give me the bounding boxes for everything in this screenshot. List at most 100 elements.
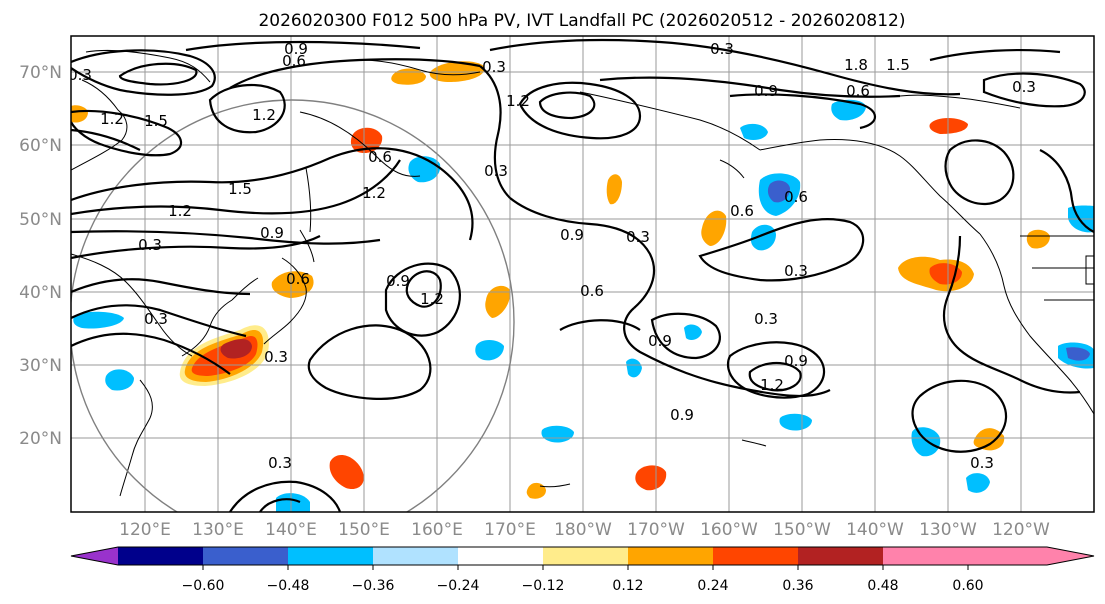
contour-label: 0.6 (282, 52, 306, 70)
lon-label: 160°E (411, 520, 463, 540)
colorbar-tick-label: −0.24 (437, 578, 480, 594)
colorbar-tick-label: 0.48 (867, 578, 898, 594)
contour-label: 0.9 (648, 332, 672, 350)
contour-label: 0.9 (670, 406, 694, 424)
contour-label: 0.3 (784, 262, 808, 280)
positive-anomaly-south-2 (635, 465, 667, 491)
colorbar-outline (70, 546, 1095, 566)
positive-anomaly-canada (1026, 229, 1050, 249)
colorbar-segment (288, 547, 373, 565)
colorbar-tick-label: 0.60 (952, 578, 983, 594)
lon-label: 150°E (338, 520, 390, 540)
contour-label: 0.9 (284, 40, 308, 58)
colorbar-segment (373, 547, 458, 565)
positive-anomaly-arctic (391, 68, 426, 85)
lon-label: 120°W (992, 520, 1050, 540)
negative-anomaly-11-core (1066, 347, 1090, 361)
contour-label: 0.6 (286, 270, 310, 288)
colorbar-segment (458, 547, 543, 565)
contour-label: 0.3 (754, 310, 778, 328)
contour-labels: 0.3 1.2 1.5 1.2 1.5 1.2 0.9 0.3 0.6 0.3 … (68, 40, 1036, 472)
contour-label: 1.2 (362, 184, 386, 202)
lon-label: 150°W (773, 520, 831, 540)
negative-anomaly-7 (831, 99, 866, 121)
contour-label: 0.6 (368, 148, 392, 166)
contour-label: 0.3 (268, 454, 292, 472)
contour-label: 0.9 (784, 352, 808, 370)
colorbar-extend-high (883, 547, 1094, 565)
focus-circle (71, 99, 515, 512)
positive-anomaly-south-1 (329, 455, 364, 490)
pv-contours (71, 38, 1094, 512)
contour-label: 1.2 (100, 110, 124, 128)
negative-anomaly-5-core (767, 180, 790, 203)
contour-label: 0.3 (264, 348, 288, 366)
colorbar-segment (118, 547, 203, 565)
lat-label: 70°N (19, 63, 62, 83)
contour-label: 0.6 (846, 82, 870, 100)
lon-label: 160°W (700, 520, 758, 540)
colorbar-tick-label: −0.36 (352, 578, 395, 594)
lon-label: 140°E (265, 520, 317, 540)
negative-anomaly-3 (73, 311, 124, 329)
negative-anomaly-2 (475, 340, 504, 361)
positive-anomaly-north-canada (929, 118, 968, 134)
lat-label: 40°N (19, 283, 62, 303)
negative-anomaly-16 (740, 123, 768, 140)
lon-label: 130°E (192, 520, 244, 540)
contour-label: 0.3 (970, 454, 994, 472)
contour-label: 0.3 (482, 58, 506, 76)
figure-title: 2026020300 F012 500 hPa PV, IVT Landfall… (258, 11, 905, 31)
negative-anomaly-14 (684, 324, 702, 340)
contour-label: 0.3 (144, 310, 168, 328)
positive-anomaly-west-edge (71, 105, 88, 123)
colorbar-tick-label: 0.36 (782, 578, 813, 594)
negative-anomaly-10 (911, 427, 941, 457)
colorbar-segment (628, 547, 713, 565)
positive-anomaly-okhotsk (350, 127, 383, 154)
colorbar-ticks (202, 565, 969, 570)
negative-anomaly-13 (276, 493, 310, 512)
lon-label: 170°E (484, 520, 536, 540)
negative-anomaly-9 (779, 413, 812, 431)
contour-label: 1.2 (506, 92, 530, 110)
contour-label: 1.5 (886, 56, 910, 74)
contour-label: 0.6 (784, 188, 808, 206)
colorbar-segment (543, 547, 628, 565)
lat-label: 20°N (19, 429, 62, 449)
colorbar-tick-label: −0.48 (267, 578, 310, 594)
contour-label: 1.2 (760, 376, 784, 394)
contour-label: 0.3 (68, 66, 92, 84)
positive-anomaly-japan (271, 271, 314, 298)
colorbar-tick-label: −0.12 (522, 578, 565, 594)
graticule (71, 36, 1094, 512)
colorbar: −0.60 −0.48 −0.36 −0.24 −0.12 0.12 0.24 … (70, 546, 1095, 594)
negative-anomaly-15 (626, 358, 642, 378)
positive-anomaly-south-3 (973, 428, 1005, 451)
lat-label: 50°N (19, 210, 62, 230)
contour-label: 0.6 (580, 282, 604, 300)
contour-label: 1.2 (252, 106, 276, 124)
map-panel: 0.3 1.2 1.5 1.2 1.5 1.2 0.9 0.3 0.6 0.3 … (68, 35, 1095, 513)
contour-label: 1.5 (144, 112, 168, 130)
contour-label: 1.2 (168, 202, 192, 220)
lat-label: 30°N (19, 356, 62, 376)
colorbar-segment (798, 547, 883, 565)
colorbar-tick-label: 0.12 (612, 578, 643, 594)
positive-anomaly-south-4 (526, 482, 546, 499)
lon-label: 180°W (554, 520, 612, 540)
negative-anomaly-4 (105, 369, 134, 391)
colorbar-tick-label: −0.60 (182, 578, 225, 594)
contour-label: 0.3 (1012, 78, 1036, 96)
contour-label: 1.2 (420, 290, 444, 308)
positive-anomaly-pacific-1 (485, 285, 511, 318)
longitude-labels: 120°E 130°E 140°E 150°E 160°E 170°E 180°… (119, 520, 1050, 540)
negative-anomaly-17 (966, 473, 990, 493)
contour-label: 0.3 (484, 162, 508, 180)
lon-label: 120°E (119, 520, 171, 540)
contour-label: 0.9 (260, 224, 284, 242)
lat-label: 60°N (19, 136, 62, 156)
contour-label: 0.9 (754, 82, 778, 100)
colorbar-segment (203, 547, 288, 565)
